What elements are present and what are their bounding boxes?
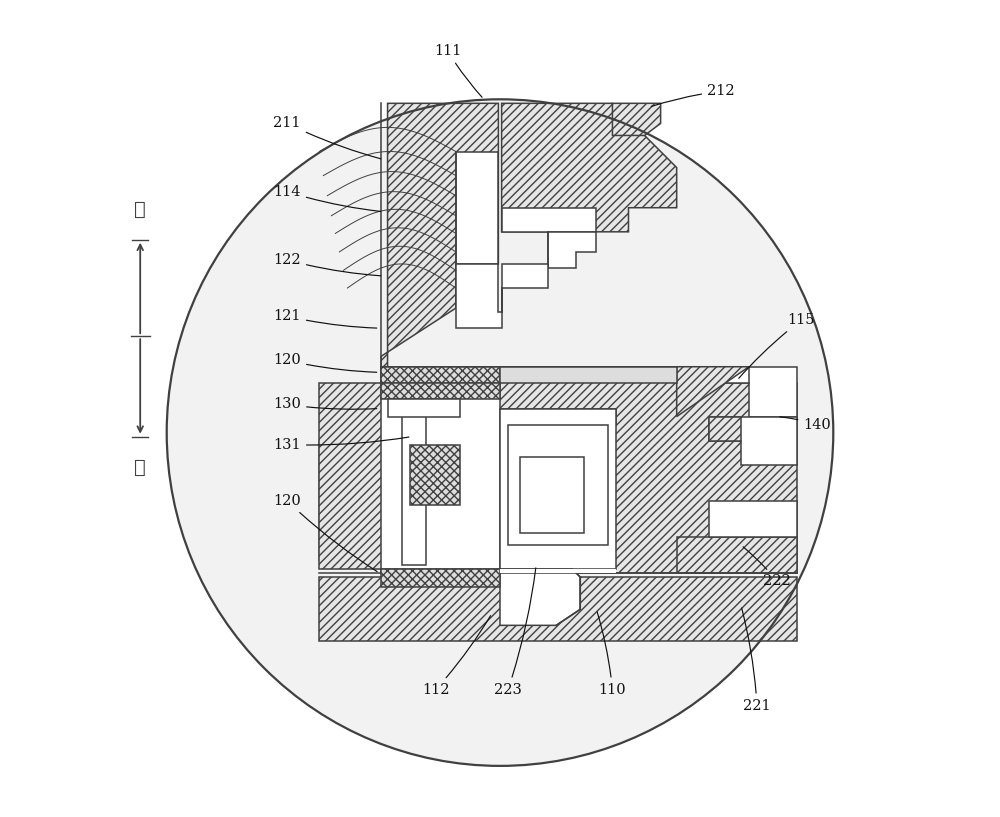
Bar xyxy=(410,444,460,505)
Polygon shape xyxy=(548,232,596,268)
Polygon shape xyxy=(456,264,548,328)
Text: 112: 112 xyxy=(422,616,491,697)
Text: 下: 下 xyxy=(134,458,146,476)
Bar xyxy=(388,399,460,417)
Bar xyxy=(709,501,797,537)
Polygon shape xyxy=(319,367,797,574)
Text: 223: 223 xyxy=(494,568,536,697)
Polygon shape xyxy=(677,367,749,417)
Bar xyxy=(500,367,677,383)
Polygon shape xyxy=(456,151,498,264)
Bar xyxy=(381,383,500,399)
Text: 120: 120 xyxy=(273,353,377,373)
Bar xyxy=(402,408,426,565)
Polygon shape xyxy=(677,367,797,417)
Text: 211: 211 xyxy=(273,116,381,158)
Polygon shape xyxy=(612,103,661,136)
Text: 130: 130 xyxy=(273,398,377,412)
Bar xyxy=(508,425,608,545)
Text: 140: 140 xyxy=(780,417,831,431)
Polygon shape xyxy=(502,103,677,232)
Bar xyxy=(319,577,797,641)
Text: 212: 212 xyxy=(651,84,735,106)
Bar xyxy=(520,457,584,533)
Text: 122: 122 xyxy=(273,253,381,276)
Text: 115: 115 xyxy=(739,313,815,378)
Polygon shape xyxy=(502,208,596,232)
Polygon shape xyxy=(500,408,616,561)
Polygon shape xyxy=(709,417,741,440)
Text: 221: 221 xyxy=(742,608,771,712)
Bar xyxy=(677,537,797,574)
Polygon shape xyxy=(319,103,498,561)
Text: 114: 114 xyxy=(273,185,381,212)
Text: 131: 131 xyxy=(273,437,409,452)
Bar xyxy=(500,569,616,574)
Bar xyxy=(381,569,500,587)
Bar xyxy=(381,367,500,383)
Polygon shape xyxy=(500,569,580,625)
Text: 111: 111 xyxy=(434,44,482,97)
Polygon shape xyxy=(709,417,797,465)
Text: 120: 120 xyxy=(273,493,377,572)
Bar xyxy=(381,383,500,569)
Text: 110: 110 xyxy=(597,612,626,697)
Circle shape xyxy=(167,100,833,766)
Text: 121: 121 xyxy=(273,309,377,328)
Text: 上: 上 xyxy=(134,200,146,219)
Bar xyxy=(500,408,616,569)
Text: 222: 222 xyxy=(743,547,791,588)
